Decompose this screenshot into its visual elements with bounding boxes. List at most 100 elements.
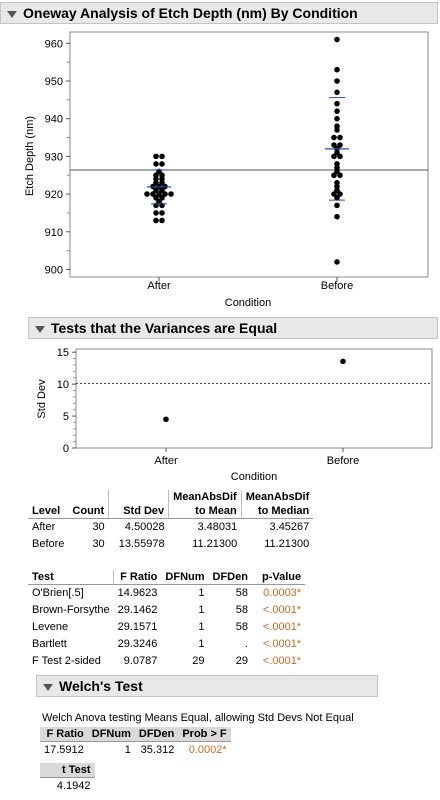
meanabsdif-median-column-header: to Median (240, 504, 314, 519)
y-tick-label: 10 (57, 379, 69, 391)
y-tick-label: 5 (63, 411, 69, 423)
variances-header[interactable]: Tests that the Variances are Equal (28, 317, 438, 339)
before-category-label: Before (327, 455, 359, 467)
data-point (334, 259, 340, 265)
data-point (334, 179, 340, 186)
t-test-header: t Test (40, 763, 95, 778)
data-point (150, 191, 156, 197)
table-row: Bartlett 29.3246 1 . <.0001* (32, 638, 302, 650)
data-point (334, 202, 340, 209)
oneway-plot-frame (69, 31, 429, 278)
p-value-column-header: p-Value (251, 570, 306, 585)
std-dev-point (340, 358, 346, 365)
data-point (144, 191, 150, 197)
data-point (334, 89, 340, 96)
disclosure-triangle-icon[interactable] (43, 683, 53, 691)
data-point (159, 153, 165, 160)
data-point (153, 210, 159, 216)
welch-title: Welch's Test (59, 678, 143, 694)
data-point (331, 142, 337, 148)
data-point (159, 172, 165, 179)
test-column-header: Test (28, 570, 114, 585)
data-point (331, 153, 337, 160)
variances-x-axis-title: Condition (231, 471, 277, 483)
data-point (153, 172, 159, 179)
data-point (162, 191, 168, 197)
welch-prob-header: Prob > F (178, 727, 231, 742)
std-dev-point (163, 416, 169, 423)
dfnum-column-header: DFNum (161, 570, 209, 585)
data-point (334, 195, 340, 201)
welch-t-test-table: t Test 4.1942 (40, 763, 95, 795)
welch-dfnum-header: DFNum (87, 727, 135, 742)
data-point (153, 187, 159, 194)
data-point (153, 195, 159, 201)
meanabsdif-median-header-top: MeanAbsDif (240, 490, 314, 504)
table-row: O'Brien[.5] 14.9623 1 58 0.0003* (32, 587, 302, 599)
data-point (334, 78, 340, 84)
data-point (334, 213, 340, 220)
data-point (337, 134, 343, 141)
t-test-value: 4.1942 (56, 780, 91, 792)
level-header-line1 (28, 490, 68, 504)
f-ratio-column-header: F Ratio (113, 570, 162, 585)
data-point (156, 198, 162, 205)
welch-f-ratio-header: F Ratio (40, 727, 88, 742)
data-point (153, 217, 159, 224)
variances-title: Tests that the Variances are Equal (51, 320, 278, 336)
y-tick-label: 910 (45, 227, 63, 239)
disclosure-triangle-icon[interactable] (7, 10, 17, 18)
data-point (168, 191, 174, 197)
data-point (334, 100, 340, 107)
table-row: 4.1942 (40, 778, 95, 796)
level-stats-table: MeanAbsDif MeanAbsDif Level Count Std De… (28, 490, 314, 553)
data-point (159, 187, 165, 194)
meanabsdif-mean-header-top: MeanAbsDif (168, 490, 242, 504)
table-row: F Test 2-sided 9.0787 29 29 <.0001* (32, 655, 302, 667)
table-row: Levene 29.1571 1 58 <.0001* (32, 621, 302, 633)
oneway-x-axis-title: Condition (225, 297, 271, 309)
data-point (334, 66, 340, 73)
oneway-title: Oneway Analysis of Etch Depth (nm) By Co… (23, 5, 358, 21)
data-point (331, 172, 337, 179)
y-tick-label: 920 (45, 189, 63, 201)
data-point (337, 172, 343, 179)
data-point (334, 115, 340, 122)
std-dev-column-header: Std Dev (108, 504, 169, 519)
variance-tests-table: Test F Ratio DFNum DFDen p-Value O'Brien… (28, 570, 306, 670)
oneway-y-axis-title: Etch Depth (nm) (24, 116, 36, 196)
data-point (159, 210, 165, 216)
table-row: After 30 4.50028 3.48031 3.45267 (32, 521, 310, 533)
disclosure-triangle-icon[interactable] (35, 325, 45, 333)
data-point (156, 191, 162, 197)
oneway-header[interactable]: Oneway Analysis of Etch Depth (nm) By Co… (0, 2, 438, 24)
data-point (334, 36, 340, 43)
data-point (337, 191, 343, 197)
table-row: Before 30 13.55978 11.21300 11.21300 (32, 538, 310, 550)
dfden-column-header: DFDen (208, 570, 252, 585)
y-tick-label: 960 (45, 38, 63, 50)
data-point (153, 153, 159, 160)
data-point (153, 161, 159, 167)
data-point (334, 161, 340, 167)
data-point (337, 153, 343, 160)
level-column-header: Level (28, 504, 69, 519)
y-tick-label: 950 (45, 76, 63, 88)
after-category-label: After (154, 455, 178, 467)
table-row: Brown-Forsythe 29.1462 1 58 <.0001* (32, 604, 302, 616)
y-tick-label: 15 (57, 347, 69, 359)
variances-chart: 0 5 10 15 After Before Condition Std Dev (36, 347, 433, 483)
meanabsdif-mean-column-header: to Mean (168, 504, 242, 519)
welch-header[interactable]: Welch's Test (36, 675, 378, 697)
data-point (159, 161, 165, 167)
data-point (159, 217, 165, 224)
y-tick-label: 930 (45, 151, 63, 163)
y-tick-label: 0 (63, 443, 69, 455)
welch-dfden-header: DFDen (134, 727, 179, 742)
variances-y-axis-title: Std Dev (36, 379, 48, 419)
data-point (334, 123, 340, 130)
oneway-chart: 900 910 920 930 940 950 960 After Before Condi… (24, 31, 429, 309)
count-column-header: Count (68, 504, 109, 519)
before-category-label: Before (321, 280, 353, 292)
y-tick-label: 940 (45, 114, 63, 126)
